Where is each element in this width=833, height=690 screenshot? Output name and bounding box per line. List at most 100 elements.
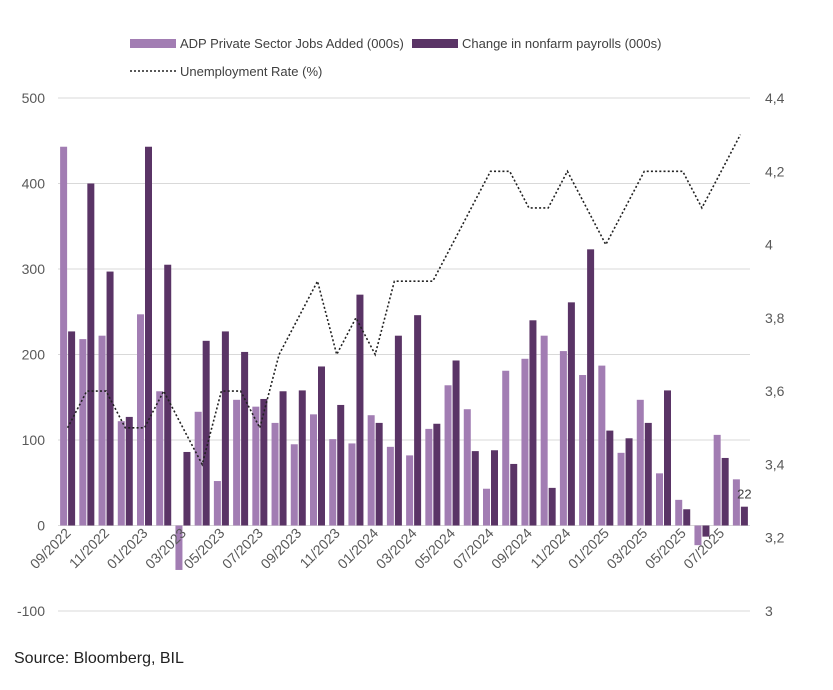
adp-bar	[175, 525, 183, 570]
nfp-bar	[664, 390, 671, 526]
adp-bar	[656, 473, 663, 526]
left-tick-label: 0	[37, 518, 45, 534]
nfp-bar	[145, 146, 152, 526]
nfp-bar	[702, 525, 710, 537]
jobs-chart: -100 0 100 200 300 400 500 3 3,2 3,4 3,6 3,8 4 4,2 4,…	[17, 36, 785, 619]
nfp-bar	[337, 404, 345, 526]
unemployment-line	[66, 134, 742, 467]
nfp-bar	[740, 506, 748, 526]
nfp-bar	[414, 315, 422, 526]
adp-bar	[98, 335, 106, 526]
right-tick-label: 4,2	[765, 163, 785, 179]
x-tick-label: 09/2022	[27, 525, 74, 572]
nfp-bar	[491, 450, 498, 526]
x-tick-label: 01/2023	[104, 525, 151, 572]
adp-bar	[675, 499, 683, 526]
unemployment-series-line	[66, 134, 742, 467]
x-tick-label: 09/2024	[488, 525, 535, 572]
adp-bar	[483, 488, 490, 526]
adp-bar	[502, 370, 510, 526]
source-note: Source: Bloomberg, BIL	[14, 650, 184, 667]
x-tick-label: 03/2025	[603, 525, 650, 572]
nfp-bar	[356, 294, 364, 526]
adp-bar	[156, 391, 164, 526]
nfp-bar	[721, 457, 729, 526]
right-tick-label: 3,2	[765, 530, 785, 546]
gridlines	[58, 97, 750, 612]
x-tick-label: 11/2024	[527, 525, 574, 572]
x-tick-label: 11/2023	[296, 525, 343, 572]
x-tick-label: 01/2024	[334, 525, 381, 572]
nfp-bar	[394, 335, 402, 526]
adp-bar	[137, 314, 144, 526]
adp-bar	[367, 415, 375, 526]
nfp-bar	[164, 264, 172, 526]
left-tick-label: 200	[22, 347, 46, 363]
nfp-bar	[183, 451, 191, 526]
nfp-bar	[644, 422, 652, 526]
adp-bar	[559, 351, 567, 526]
x-tick-label: 01/2025	[565, 525, 612, 572]
adp-bar	[636, 399, 644, 526]
nfp-bar	[279, 391, 287, 526]
nfp-bar	[683, 509, 691, 526]
right-tick-label: 3,8	[765, 310, 785, 326]
adp-bar	[117, 421, 125, 526]
data-label: 22	[737, 487, 751, 502]
adp-bar	[271, 422, 279, 526]
adp-bar	[579, 375, 587, 526]
adp-bar	[598, 365, 606, 526]
nfp-bar	[221, 331, 229, 526]
adp-bar	[521, 358, 529, 526]
right-tick-label: 3,4	[765, 456, 785, 472]
adp-bar	[290, 444, 298, 526]
legend-swatch-adp	[130, 39, 176, 48]
adp-bar	[694, 525, 702, 546]
left-tick-label: 500	[22, 90, 46, 106]
x-tick-label: 05/2024	[411, 525, 458, 572]
nfp-bar	[587, 249, 595, 526]
nfp-bar	[202, 340, 210, 526]
adp-bar	[252, 406, 260, 526]
x-tick-label: 07/2024	[450, 525, 497, 572]
right-tick-label: 3	[765, 603, 773, 619]
x-tick-label: 07/2023	[219, 525, 266, 572]
legend-label-adp: ADP Private Sector Jobs Added (000s)	[180, 36, 404, 51]
adp-bar	[425, 428, 433, 526]
nfp-bar	[68, 331, 76, 526]
nfp-bar	[567, 302, 575, 526]
adp-bar	[194, 411, 202, 526]
x-tick-label: 05/2023	[180, 525, 227, 572]
nfp-bar	[433, 423, 441, 526]
nfp-bar	[548, 487, 556, 526]
left-tick-label: 100	[22, 432, 46, 448]
adp-bar	[444, 385, 452, 526]
nfp-bar	[510, 463, 518, 526]
left-tick-label: 400	[22, 176, 46, 192]
nfp-bar	[241, 351, 249, 526]
left-axis-ticks: -100 0 100 200 300 400 500	[17, 90, 45, 619]
adp-bar	[540, 335, 548, 526]
nfp-bar	[318, 366, 325, 526]
adp-bar	[233, 399, 241, 526]
x-tick-label: 05/2025	[642, 525, 689, 572]
nfp-bars	[68, 146, 748, 537]
nfp-bar	[471, 451, 479, 526]
adp-bar	[213, 481, 221, 526]
adp-bar	[386, 446, 394, 526]
adp-bar	[406, 455, 414, 526]
x-tick-label: 09/2023	[257, 525, 304, 572]
adp-bar	[713, 434, 721, 526]
data-labels: 22	[737, 487, 751, 502]
left-tick-label: -100	[17, 603, 45, 619]
adp-bars	[60, 146, 740, 570]
legend-label-unemployment: Unemployment Rate (%)	[180, 64, 322, 79]
adp-bar	[463, 409, 471, 526]
right-axis-ticks: 3 3,2 3,4 3,6 3,8 4 4,2 4,4	[765, 90, 785, 619]
x-tick-label: 03/2024	[373, 525, 420, 572]
nfp-bar	[298, 390, 306, 526]
nfp-bar	[260, 398, 268, 526]
right-tick-label: 4	[765, 237, 773, 253]
x-tick-label: 11/2022	[66, 525, 113, 572]
